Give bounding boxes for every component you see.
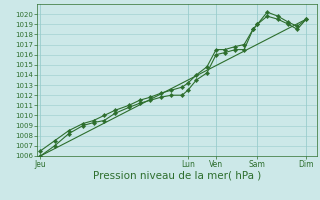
X-axis label: Pression niveau de la mer( hPa ): Pression niveau de la mer( hPa ) xyxy=(93,171,261,181)
